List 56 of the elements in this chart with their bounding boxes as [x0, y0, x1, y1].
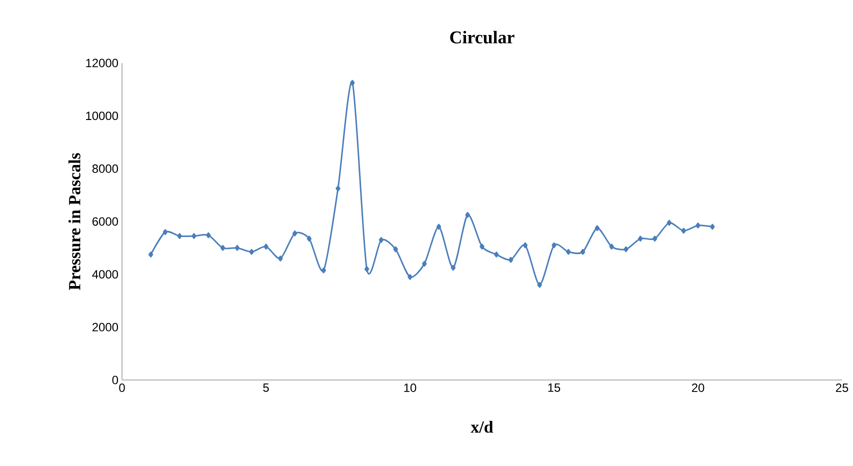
- point: [638, 236, 643, 242]
- point: [652, 236, 658, 242]
- point: [350, 80, 355, 86]
- point: [408, 274, 412, 280]
- y-tick-label: 8000: [92, 164, 118, 173]
- point: [552, 242, 556, 248]
- point: [508, 256, 514, 263]
- point: [624, 246, 628, 252]
- point: [234, 244, 240, 251]
- point: [522, 242, 528, 248]
- point: [206, 232, 211, 238]
- y-tick-label: 0: [112, 376, 118, 384]
- point: [192, 233, 196, 239]
- y-tick-label: 12000: [86, 58, 118, 68]
- y-axis-title: Pressure in Pascals: [68, 153, 80, 290]
- point: [393, 246, 398, 252]
- point: [364, 266, 370, 272]
- point: [378, 237, 384, 243]
- point: [306, 236, 312, 242]
- x-tick-label: 0: [119, 384, 125, 392]
- point: [148, 252, 154, 258]
- point: [162, 229, 168, 236]
- point: [566, 248, 571, 255]
- x-tick-label: 25: [836, 384, 848, 392]
- y-tick-label: 6000: [92, 217, 118, 226]
- point: [465, 212, 470, 218]
- point: [436, 224, 442, 230]
- point: [278, 256, 283, 262]
- point: [336, 186, 340, 192]
- point: [609, 244, 614, 250]
- x-tick-label: 15: [548, 384, 560, 392]
- y-tick-label: 2000: [92, 322, 118, 332]
- x-tick-label: 5: [263, 384, 269, 392]
- point: [480, 244, 484, 250]
- point: [177, 233, 182, 239]
- point: [580, 248, 586, 255]
- y-tick-label: 4000: [92, 270, 118, 279]
- point: [696, 222, 700, 228]
- point: [249, 248, 254, 255]
- point: [681, 228, 686, 234]
- point: [422, 260, 427, 267]
- point: [537, 282, 542, 288]
- point: [292, 230, 298, 236]
- point: [220, 244, 226, 251]
- x-tick-label: 20: [692, 384, 704, 392]
- x-axis-title: x/d: [470, 420, 494, 433]
- point: [594, 225, 600, 232]
- y-tick-label: 10000: [86, 112, 118, 120]
- point: [450, 264, 456, 271]
- chart-title: Circular: [450, 30, 514, 44]
- point: [321, 267, 326, 274]
- point: [666, 220, 672, 226]
- point: [264, 244, 268, 250]
- point: [494, 252, 499, 258]
- x-tick-label: 10: [404, 384, 416, 392]
- point: [710, 224, 715, 230]
